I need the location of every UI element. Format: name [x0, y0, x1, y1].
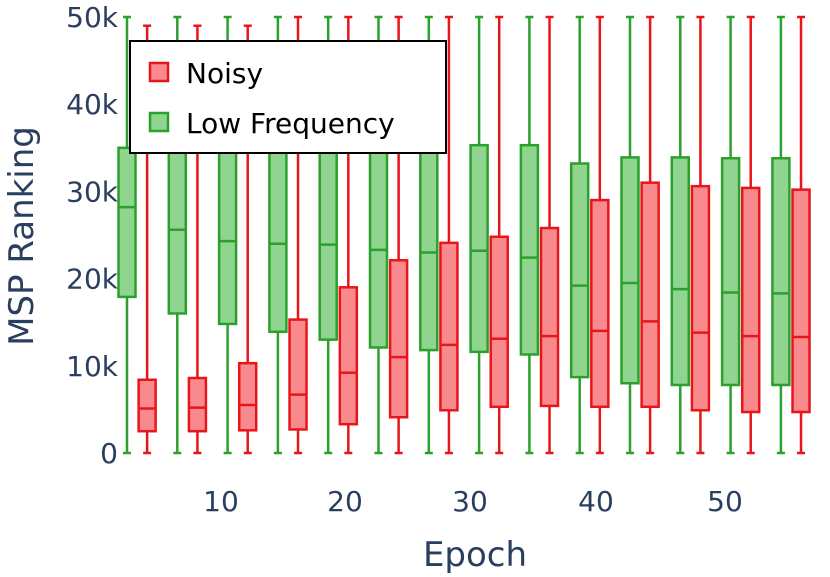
noisy-box-6: [439, 15, 459, 455]
noisy-iqr-box: [740, 186, 761, 414]
low-frequency-iqr-box: [569, 162, 590, 379]
low-frequency-box-0: [117, 15, 137, 455]
noisy-iqr-box: [388, 259, 409, 419]
low-frequency-iqr-box: [620, 156, 640, 385]
legend-frame: [129, 40, 447, 154]
noisy-iqr-box: [439, 241, 459, 412]
low-frequency-iqr-box: [368, 146, 389, 349]
x-tick-label: 30: [452, 485, 488, 518]
noisy-iqr-box: [640, 181, 660, 409]
legend-swatch-low-frequency: [148, 111, 170, 133]
low-frequency-iqr-box: [519, 143, 540, 356]
x-tick-label: 10: [203, 485, 239, 518]
y-tick-label: 10k: [66, 350, 119, 383]
plot-area: [117, 15, 811, 455]
noisy-iqr-box: [539, 226, 560, 408]
noisy-iqr-box: [690, 184, 711, 412]
low-frequency-iqr-box: [117, 146, 137, 299]
noisy-box-4: [338, 15, 359, 455]
noisy-box-7: [489, 15, 509, 455]
y-axis-title: MSP Ranking: [2, 126, 42, 346]
noisy-iqr-box: [338, 286, 359, 426]
low-frequency-iqr-box: [268, 146, 288, 334]
low-frequency-box-12: [720, 15, 741, 455]
noisy-iqr-box: [237, 361, 258, 432]
legend-label-noisy: Noisy: [186, 57, 263, 90]
noisy-iqr-box: [137, 378, 157, 433]
y-tick-label: 50k: [66, 1, 119, 34]
low-frequency-box-9: [569, 15, 590, 455]
low-frequency-iqr-box: [469, 143, 489, 354]
noisy-box-11: [690, 15, 711, 455]
x-tick-label: 50: [707, 485, 743, 518]
legend-swatch-noisy: [148, 61, 170, 83]
noisy-box-8: [539, 15, 560, 455]
noisy-box-12: [740, 15, 761, 455]
noisy-box-10: [640, 15, 660, 455]
noisy-iqr-box: [187, 376, 208, 433]
low-frequency-box-11: [670, 15, 691, 455]
low-frequency-box-10: [620, 15, 640, 455]
x-axis-title: Epoch: [423, 535, 527, 575]
y-tick-label: 30k: [66, 175, 119, 208]
low-frequency-iqr-box: [771, 157, 791, 387]
legend-label-low-frequency: Low Frequency: [186, 107, 395, 140]
x-tick-label: 40: [578, 485, 614, 518]
low-frequency-box-6: [419, 15, 439, 455]
low-frequency-box-7: [469, 15, 489, 455]
noisy-iqr-box: [489, 235, 509, 409]
low-frequency-box-8: [519, 15, 540, 455]
x-axis: 10 20 30 40 50: [203, 485, 743, 518]
y-tick-label: 0: [100, 437, 118, 470]
noisy-box-13: [791, 15, 811, 455]
low-frequency-iqr-box: [720, 157, 741, 387]
legend: Noisy Low Frequency: [129, 40, 447, 154]
low-frequency-iqr-box: [217, 146, 238, 326]
noisy-iqr-box: [288, 318, 308, 431]
noisy-iqr-box: [791, 188, 811, 414]
low-frequency-iqr-box: [419, 146, 439, 352]
noisy-box-3: [288, 15, 308, 455]
noisy-box-9: [590, 15, 610, 455]
noisy-iqr-box: [590, 198, 610, 409]
y-tick-label: 40k: [66, 88, 119, 121]
low-frequency-box-13: [771, 15, 791, 455]
y-tick-label: 20k: [66, 263, 119, 296]
y-axis: 0 10k 20k 30k 40k 50k: [66, 1, 119, 470]
x-tick-label: 20: [327, 485, 363, 518]
low-frequency-iqr-box: [670, 156, 691, 387]
